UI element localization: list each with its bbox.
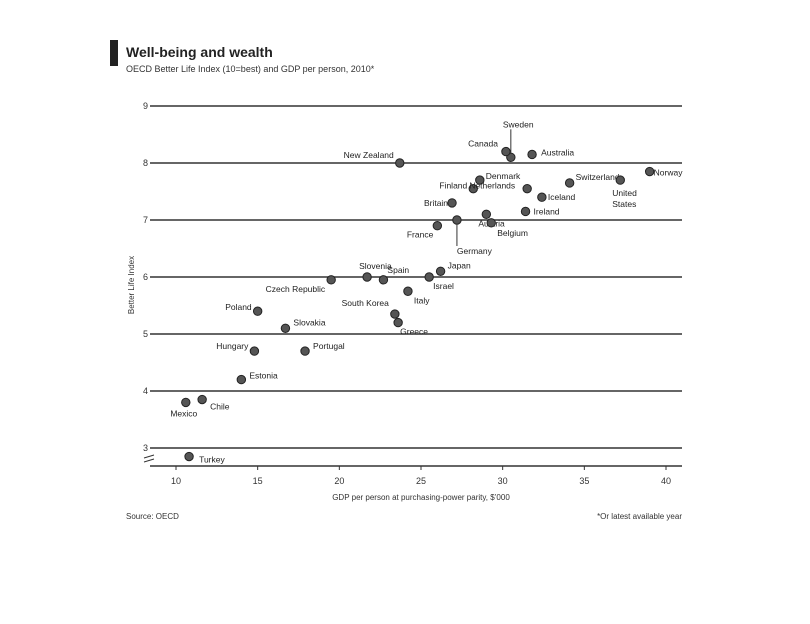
point-label-sweden: Sweden: [503, 119, 534, 129]
point-label-belgium: Belgium: [497, 228, 528, 238]
point-norway: [644, 166, 655, 177]
y-axis-title: Better Life Index: [127, 256, 136, 314]
point-mexico: [181, 397, 191, 408]
point-label-japan: Japan: [448, 260, 471, 270]
point-label-greece: Greece: [400, 327, 428, 337]
point-label-czech-republic: Czech Republic: [266, 284, 326, 294]
footnote: *Or latest available year: [597, 512, 682, 521]
point-germany: [452, 215, 462, 225]
point-label-hungary: Hungary: [216, 341, 249, 351]
point-label-mexico: Mexico: [170, 408, 197, 418]
point-label-france: France: [407, 230, 434, 240]
point-label-denmark: Denmark: [486, 171, 521, 181]
point-label-portugal: Portugal: [313, 341, 345, 351]
x-axis-title: GDP per person at purchasing-power parit…: [332, 493, 510, 502]
point-belgium: [486, 218, 496, 228]
x-tick-label: 30: [498, 476, 508, 486]
point-chile: [197, 394, 207, 405]
point-spain: [378, 275, 389, 285]
point-slovakia: [280, 323, 291, 333]
point-japan: [435, 266, 446, 276]
point-greece: [393, 317, 403, 328]
chart-subtitle: OECD Better Life Index (10=best) and GDP…: [126, 64, 375, 74]
point-britain: [447, 198, 457, 208]
x-tick-label: 25: [416, 476, 426, 486]
point-ireland: [520, 206, 531, 217]
point-italy: [403, 286, 413, 296]
x-tick-label: 15: [253, 476, 263, 486]
chart-title: Well-being and wealth: [126, 44, 273, 60]
point-label-ireland: Ireland: [534, 206, 560, 216]
point-new-zealand: [395, 158, 405, 168]
point-label-canada: Canada: [468, 139, 498, 149]
point-label-south-korea: South Korea: [342, 298, 390, 308]
y-tick-label: 3: [143, 443, 148, 453]
point-label-israel: Israel: [433, 281, 454, 291]
x-tick-label: 35: [579, 476, 589, 486]
point-label-finland: Finland: [439, 181, 467, 191]
point-united-states: [615, 175, 625, 185]
point-label-spain: Spain: [387, 265, 409, 275]
point-slovenia: [362, 272, 372, 282]
y-tick-label: 8: [143, 158, 148, 168]
y-tick-label: 4: [143, 386, 148, 396]
point-label-slovenia: Slovenia: [359, 261, 392, 271]
title-accent-bar: [110, 40, 118, 66]
point-australia: [527, 149, 537, 160]
point-label-estonia: Estonia: [249, 371, 278, 381]
point-canada: [501, 146, 511, 157]
point-hungary: [249, 346, 260, 356]
point-turkey: [184, 451, 194, 462]
point-label-slovakia: Slovakia: [293, 317, 325, 327]
x-tick-label: 10: [171, 476, 181, 486]
point-south-korea: [390, 309, 400, 319]
y-tick-label: 7: [143, 215, 148, 225]
point-label-italy: Italy: [414, 295, 430, 305]
source-note: Source: OECD: [126, 512, 179, 521]
point-label-switzerland: Switzerland: [576, 172, 620, 182]
point-label-chile: Chile: [210, 402, 230, 412]
x-tick-label: 20: [334, 476, 344, 486]
point-finland: [468, 183, 478, 194]
point-france: [432, 221, 443, 231]
point-iceland: [537, 192, 547, 202]
y-tick-label: 9: [143, 101, 148, 111]
point-portugal: [300, 346, 310, 356]
point-label-britain: Britain: [424, 198, 448, 208]
point-estonia: [236, 374, 247, 385]
point-label-australia: Australia: [541, 147, 574, 157]
point-label-new-zealand: New Zealand: [344, 150, 394, 160]
point-label-netherlands: Netherlands: [469, 181, 515, 191]
point-label-turkey: Turkey: [199, 455, 225, 465]
point-switzerland: [564, 178, 575, 188]
point-israel: [424, 272, 434, 282]
x-tick-label: 40: [661, 476, 671, 486]
point-austria: [481, 209, 492, 220]
point-poland: [252, 306, 263, 316]
point-label-poland: Poland: [225, 302, 252, 312]
point-label-united-states: United States: [612, 188, 637, 209]
point-netherlands: [522, 183, 532, 194]
y-tick-label: 6: [143, 272, 148, 282]
point-label-norway: Norway: [654, 168, 684, 178]
axis-break-mark: [143, 454, 155, 463]
point-label-iceland: Iceland: [548, 192, 576, 202]
point-czech-republic: [326, 275, 336, 285]
point-denmark: [475, 175, 485, 185]
point-label-germany: Germany: [457, 246, 493, 256]
y-tick-label: 5: [143, 329, 148, 339]
